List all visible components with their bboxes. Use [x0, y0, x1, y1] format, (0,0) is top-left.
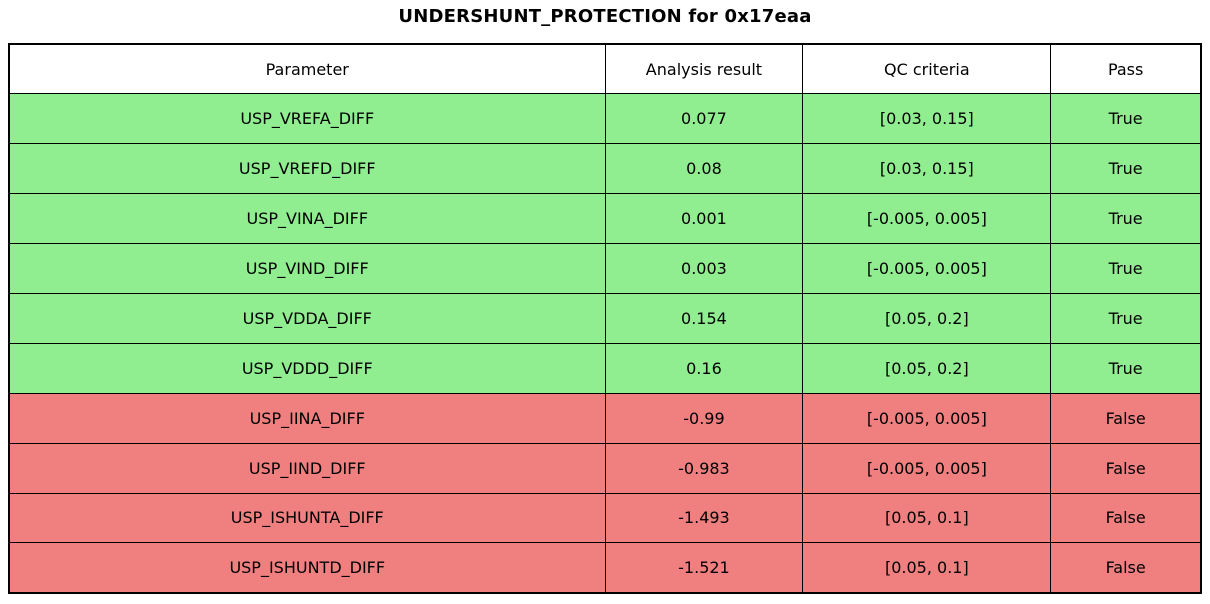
analysis-result-cell: 0.08: [604, 143, 804, 195]
parameter-cell: USP_VREFA_DIFF: [8, 93, 606, 145]
table-body: USP_VREFA_DIFF 0.077 [0.03, 0.15] True USP_V…: [8, 93, 1202, 594]
pass-cell: False: [1050, 492, 1202, 544]
qc-criteria-cell: [-0.005, 0.005]: [802, 392, 1052, 444]
qc-criteria-cell: [0.05, 0.1]: [802, 492, 1052, 544]
figure-title: UNDERSHUNT_PROTECTION for 0x17eaa: [398, 6, 812, 27]
analysis-result-cell: 0.16: [604, 342, 804, 394]
analysis-result-cell: 0.077: [604, 93, 804, 145]
table-row: USP_IINA_DIFF -0.99 [-0.005, 0.005] False: [8, 392, 1202, 444]
analysis-result-cell: -0.983: [604, 442, 804, 494]
qc-criteria-cell: [-0.005, 0.005]: [802, 193, 1052, 245]
parameter-cell: USP_IIND_DIFF: [8, 442, 606, 494]
pass-cell: True: [1050, 193, 1202, 245]
parameter-cell: USP_ISHUNTA_DIFF: [8, 492, 606, 544]
analysis-result-cell: -0.99: [604, 392, 804, 444]
parameter-cell: USP_IINA_DIFF: [8, 392, 606, 444]
pass-cell: False: [1050, 442, 1202, 494]
column-header-analysis-result: Analysis result: [604, 43, 804, 95]
column-header-qc-criteria: QC criteria: [802, 43, 1052, 95]
column-header-pass: Pass: [1050, 43, 1202, 95]
analysis-result-cell: -1.493: [604, 492, 804, 544]
analysis-result-cell: 0.154: [604, 292, 804, 344]
pass-cell: False: [1050, 392, 1202, 444]
table-row: USP_ISHUNTD_DIFF -1.521 [0.05, 0.1] False: [8, 542, 1202, 594]
qc-criteria-cell: [0.05, 0.1]: [802, 542, 1052, 594]
qc-criteria-cell: [0.03, 0.15]: [802, 143, 1052, 195]
column-header-parameter: Parameter: [8, 43, 606, 95]
qc-criteria-cell: [-0.005, 0.005]: [802, 442, 1052, 494]
pass-cell: False: [1050, 542, 1202, 594]
pass-cell: True: [1050, 342, 1202, 394]
analysis-result-cell: -1.521: [604, 542, 804, 594]
table-row: USP_VINA_DIFF 0.001 [-0.005, 0.005] True: [8, 193, 1202, 245]
qc-criteria-cell: [0.05, 0.2]: [802, 292, 1052, 344]
qc-criteria-cell: [-0.005, 0.005]: [802, 243, 1052, 294]
pass-cell: True: [1050, 93, 1202, 145]
table-row: USP_IIND_DIFF -0.983 [-0.005, 0.005] False: [8, 442, 1202, 494]
table-row: USP_VDDA_DIFF 0.154 [0.05, 0.2] True: [8, 292, 1202, 344]
qc-criteria-cell: [0.05, 0.2]: [802, 342, 1052, 394]
table-row: USP_VREFD_DIFF 0.08 [0.03, 0.15] True: [8, 143, 1202, 195]
table-row: USP_ISHUNTA_DIFF -1.493 [0.05, 0.1] False: [8, 492, 1202, 544]
table-row: USP_VDDD_DIFF 0.16 [0.05, 0.2] True: [8, 342, 1202, 394]
table-row: USP_VREFA_DIFF 0.077 [0.03, 0.15] True: [8, 93, 1202, 145]
analysis-result-cell: 0.003: [604, 243, 804, 294]
pass-cell: True: [1050, 143, 1202, 195]
table-row: USP_VIND_DIFF 0.003 [-0.005, 0.005] True: [8, 243, 1202, 294]
analysis-result-cell: 0.001: [604, 193, 804, 245]
parameter-cell: USP_VREFD_DIFF: [8, 143, 606, 195]
parameter-cell: USP_VDDA_DIFF: [8, 292, 606, 344]
header-row: Parameter Analysis result QC criteria Pa…: [8, 43, 1202, 95]
parameter-cell: USP_VDDD_DIFF: [8, 342, 606, 394]
pass-cell: True: [1050, 243, 1202, 294]
parameter-cell: USP_VIND_DIFF: [8, 243, 606, 294]
qc-results-table: Parameter Analysis result QC criteria Pa…: [8, 43, 1202, 594]
parameter-cell: USP_ISHUNTD_DIFF: [8, 542, 606, 594]
qc-criteria-cell: [0.03, 0.15]: [802, 93, 1052, 145]
pass-cell: True: [1050, 292, 1202, 344]
parameter-cell: USP_VINA_DIFF: [8, 193, 606, 245]
